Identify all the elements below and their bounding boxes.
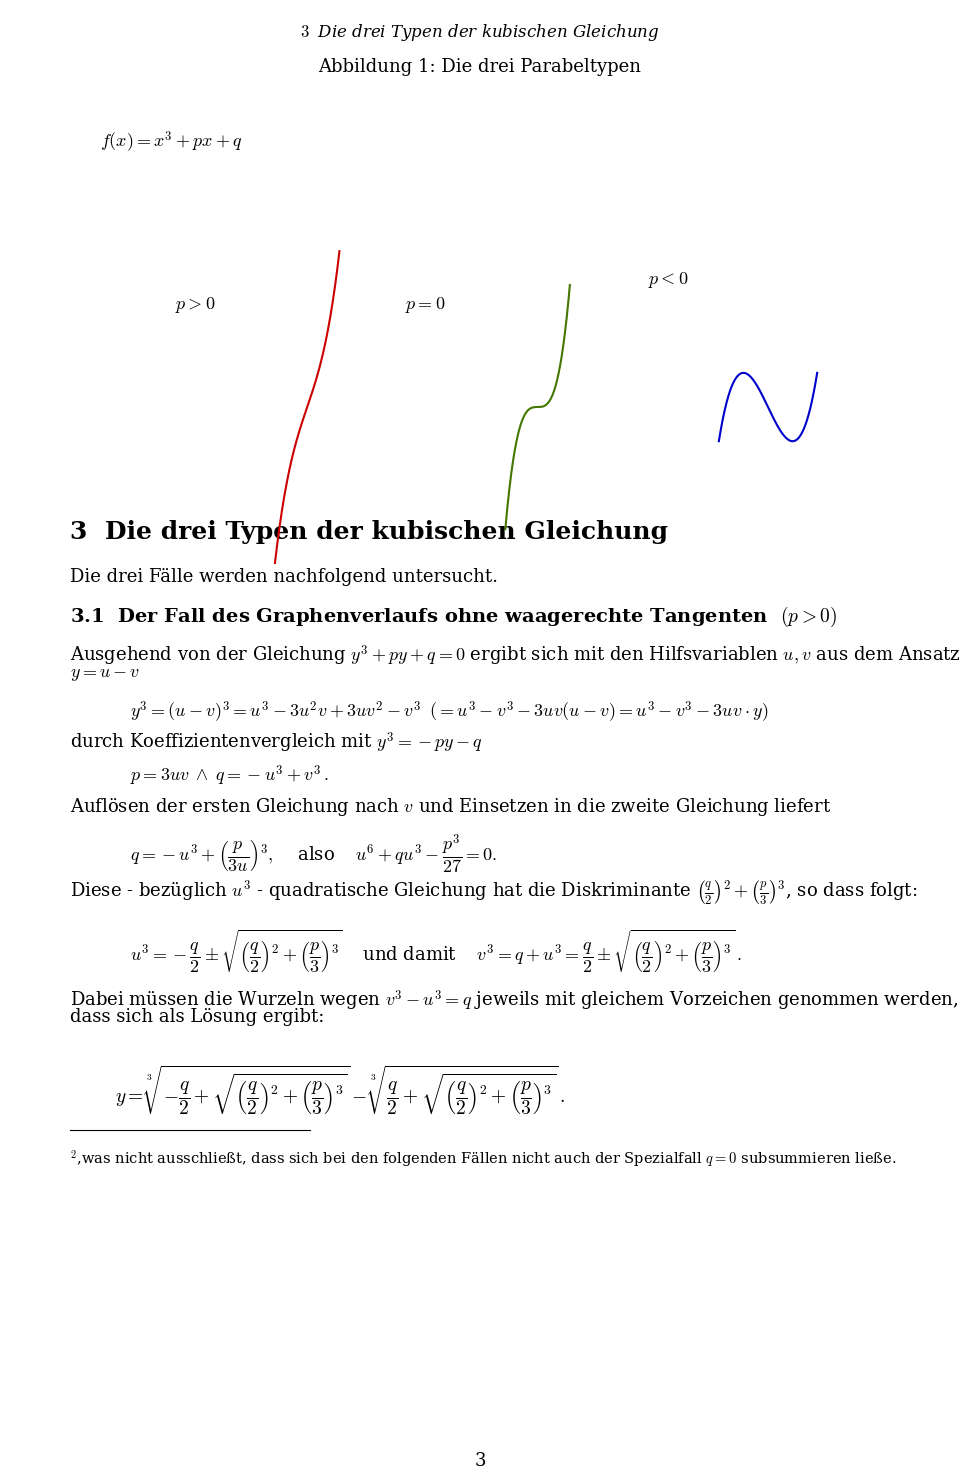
Text: dass sich als Lösung ergibt:: dass sich als Lösung ergibt: bbox=[70, 1008, 324, 1025]
Text: ${}^2$,was nicht ausschließt, dass sich bei den folgenden Fällen nicht auch der : ${}^2$,was nicht ausschließt, dass sich … bbox=[70, 1149, 897, 1169]
Text: $p = 3uv \;\wedge\; q = -u^3 + v^3\,.$: $p = 3uv \;\wedge\; q = -u^3 + v^3\,.$ bbox=[130, 763, 329, 788]
Text: 3: 3 bbox=[474, 1451, 486, 1471]
Text: Diese - bezüglich $u^3$ - quadratische Gleichung hat die Diskriminante $\left(\f: Diese - bezüglich $u^3$ - quadratische G… bbox=[70, 879, 918, 907]
Text: $q = -u^3 + \left(\dfrac{p}{3u}\right)^3,\quad$ also $\quad u^6 + qu^3 - \dfrac{: $q = -u^3 + \left(\dfrac{p}{3u}\right)^3… bbox=[130, 833, 497, 876]
Text: 3  Die drei Typen der kubischen Gleichung: 3 Die drei Typen der kubischen Gleichung bbox=[70, 519, 668, 545]
Text: $y^3 = (u - v)^3 = u^3 - 3u^2v + 3uv^2 - v^3$$\;\;(= u^3 - v^3 - 3uv(u-v) = u^3 : $y^3 = (u - v)^3 = u^3 - 3u^2v + 3uv^2 -… bbox=[130, 700, 768, 726]
Text: $p > 0$: $p > 0$ bbox=[175, 295, 215, 315]
Text: $p < 0$: $p < 0$ bbox=[648, 270, 688, 289]
Text: $p = 0$: $p = 0$ bbox=[405, 295, 445, 315]
Text: $y = \sqrt[3]{-\dfrac{q}{2} + \sqrt{\left(\dfrac{q}{2}\right)^2 + \left(\dfrac{p: $y = \sqrt[3]{-\dfrac{q}{2} + \sqrt{\lef… bbox=[115, 1063, 565, 1117]
Text: Dabei müssen die Wurzeln wegen $v^3 - u^3 = q$ jeweils mit gleichem Vorzeichen g: Dabei müssen die Wurzeln wegen $v^3 - u^… bbox=[70, 988, 960, 1012]
Text: Ausgehend von der Gleichung $y^3 + py + q = 0$ ergibt sich mit den Hilfsvariable: Ausgehend von der Gleichung $y^3 + py + … bbox=[70, 643, 960, 668]
Text: Auflösen der ersten Gleichung nach $v$ und Einsetzen in die zweite Gleichung lie: Auflösen der ersten Gleichung nach $v$ u… bbox=[70, 795, 831, 818]
Text: Abbildung 1: Die drei Parabeltypen: Abbildung 1: Die drei Parabeltypen bbox=[319, 58, 641, 76]
Text: $y = u - v$: $y = u - v$ bbox=[70, 665, 140, 683]
Text: 3.1  Der Fall des Graphenverlaufs ohne waagerechte Tangenten  $(p > 0)$: 3.1 Der Fall des Graphenverlaufs ohne wa… bbox=[70, 605, 837, 629]
Text: $f(x) = x^3 + px + q$: $f(x) = x^3 + px + q$ bbox=[100, 131, 243, 156]
Text: $u^3 = -\dfrac{q}{2} \pm \sqrt{\left(\dfrac{q}{2}\right)^2 + \left(\dfrac{p}{3}\: $u^3 = -\dfrac{q}{2} \pm \sqrt{\left(\df… bbox=[130, 928, 741, 975]
Text: durch Koeffizientenvergleich mit $y^3 = -py - q$: durch Koeffizientenvergleich mit $y^3 = … bbox=[70, 730, 483, 754]
Text: $3\;$ Die drei Typen der kubischen Gleichung: $3\;$ Die drei Typen der kubischen Gleic… bbox=[300, 22, 660, 43]
Text: Die drei Fälle werden nachfolgend untersucht.: Die drei Fälle werden nachfolgend unters… bbox=[70, 568, 498, 586]
